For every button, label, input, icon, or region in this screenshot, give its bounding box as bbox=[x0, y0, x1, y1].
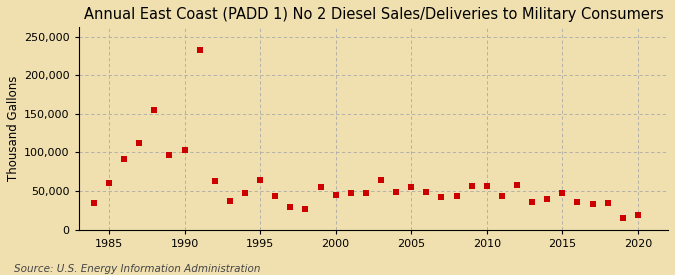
Point bbox=[103, 181, 114, 186]
Point bbox=[526, 200, 537, 204]
Point bbox=[557, 191, 568, 195]
Point bbox=[421, 190, 432, 194]
Point bbox=[254, 177, 265, 182]
Point bbox=[512, 183, 522, 187]
Point bbox=[346, 191, 356, 196]
Y-axis label: Thousand Gallons: Thousand Gallons bbox=[7, 76, 20, 181]
Point bbox=[209, 179, 220, 183]
Point bbox=[240, 191, 250, 196]
Point bbox=[451, 194, 462, 198]
Point bbox=[481, 183, 492, 188]
Point bbox=[466, 184, 477, 189]
Point bbox=[572, 200, 583, 204]
Point bbox=[632, 213, 643, 217]
Point bbox=[406, 185, 416, 189]
Point bbox=[496, 194, 507, 198]
Point bbox=[270, 194, 281, 198]
Point bbox=[88, 200, 99, 205]
Point bbox=[375, 177, 386, 182]
Point bbox=[587, 202, 598, 207]
Title: Annual East Coast (PADD 1) No 2 Diesel Sales/Deliveries to Military Consumers: Annual East Coast (PADD 1) No 2 Diesel S… bbox=[84, 7, 664, 22]
Text: Source: U.S. Energy Information Administration: Source: U.S. Energy Information Administ… bbox=[14, 264, 260, 274]
Point bbox=[194, 48, 205, 53]
Point bbox=[618, 216, 628, 220]
Point bbox=[134, 141, 144, 145]
Point bbox=[330, 193, 341, 197]
Point bbox=[436, 195, 447, 200]
Point bbox=[602, 200, 613, 205]
Point bbox=[315, 185, 326, 189]
Point bbox=[300, 207, 310, 211]
Point bbox=[285, 204, 296, 209]
Point bbox=[391, 190, 402, 194]
Point bbox=[542, 197, 553, 201]
Point bbox=[119, 157, 130, 162]
Point bbox=[164, 153, 175, 157]
Point bbox=[225, 199, 236, 204]
Point bbox=[179, 148, 190, 152]
Point bbox=[360, 191, 371, 195]
Point bbox=[149, 108, 160, 112]
